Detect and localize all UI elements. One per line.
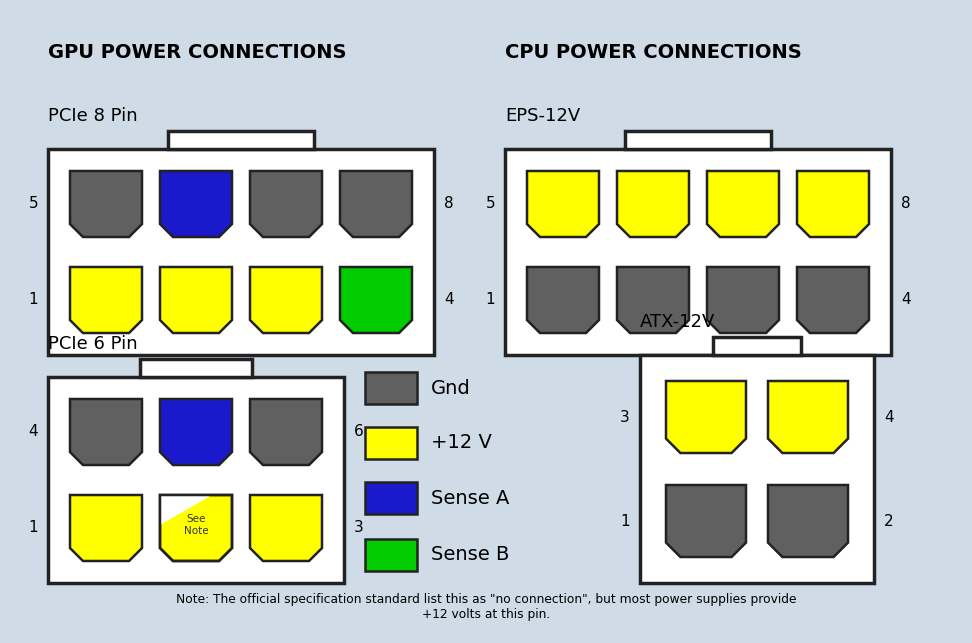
Text: 1: 1 (28, 293, 38, 307)
Polygon shape (797, 267, 869, 333)
Polygon shape (797, 171, 869, 237)
Polygon shape (160, 495, 232, 561)
Bar (365, 427, 417, 459)
Polygon shape (250, 267, 322, 333)
Bar (505, 149, 891, 355)
Polygon shape (707, 171, 779, 237)
Text: CPU POWER CONNECTIONS: CPU POWER CONNECTIONS (505, 44, 802, 62)
Text: 8: 8 (444, 197, 454, 212)
Polygon shape (250, 399, 322, 465)
Bar (640, 355, 874, 583)
Text: 3: 3 (620, 410, 630, 424)
Bar (365, 482, 417, 514)
Polygon shape (666, 485, 746, 557)
Polygon shape (70, 171, 142, 237)
Text: Gnd: Gnd (431, 379, 470, 397)
Text: PCIe 6 Pin: PCIe 6 Pin (48, 335, 138, 353)
Bar (625, 131, 772, 149)
Text: Sense B: Sense B (431, 545, 509, 565)
Text: GPU POWER CONNECTIONS: GPU POWER CONNECTIONS (48, 44, 346, 62)
Text: 4: 4 (884, 410, 893, 424)
Text: 1: 1 (620, 514, 630, 529)
Bar (365, 539, 417, 571)
Bar (167, 131, 314, 149)
Text: 5: 5 (485, 197, 495, 212)
Bar (712, 337, 802, 355)
Bar (48, 149, 434, 355)
Text: 3: 3 (354, 520, 364, 536)
Polygon shape (768, 485, 848, 557)
Polygon shape (527, 267, 599, 333)
Text: ATX-12V: ATX-12V (640, 313, 715, 331)
Bar (365, 372, 417, 404)
Text: EPS-12V: EPS-12V (505, 107, 580, 125)
Text: Note: The official specification standard list this as "no connection", but most: Note: The official specification standar… (176, 593, 796, 621)
Polygon shape (617, 171, 689, 237)
Text: See
Note: See Note (184, 514, 208, 536)
Text: 2: 2 (884, 514, 893, 529)
Polygon shape (70, 495, 142, 561)
Text: 6: 6 (354, 424, 364, 440)
Text: Sense A: Sense A (431, 489, 509, 507)
Text: 5: 5 (28, 197, 38, 212)
Polygon shape (160, 399, 232, 465)
Polygon shape (70, 399, 142, 465)
Bar (140, 359, 253, 377)
Text: 8: 8 (901, 197, 911, 212)
Text: 1: 1 (28, 520, 38, 536)
Text: 4: 4 (901, 293, 911, 307)
Polygon shape (250, 171, 322, 237)
Text: PCIe 8 Pin: PCIe 8 Pin (48, 107, 138, 125)
Text: +12 V: +12 V (431, 433, 492, 453)
Polygon shape (707, 267, 779, 333)
Polygon shape (617, 267, 689, 333)
Polygon shape (160, 495, 212, 525)
Polygon shape (666, 381, 746, 453)
Polygon shape (160, 267, 232, 333)
Text: 4: 4 (28, 424, 38, 440)
Polygon shape (527, 171, 599, 237)
Text: 1: 1 (485, 293, 495, 307)
Polygon shape (70, 267, 142, 333)
Text: 4: 4 (444, 293, 454, 307)
Bar (48, 377, 344, 583)
Polygon shape (160, 171, 232, 237)
Polygon shape (768, 381, 848, 453)
Polygon shape (250, 495, 322, 561)
Polygon shape (340, 267, 412, 333)
Polygon shape (340, 171, 412, 237)
